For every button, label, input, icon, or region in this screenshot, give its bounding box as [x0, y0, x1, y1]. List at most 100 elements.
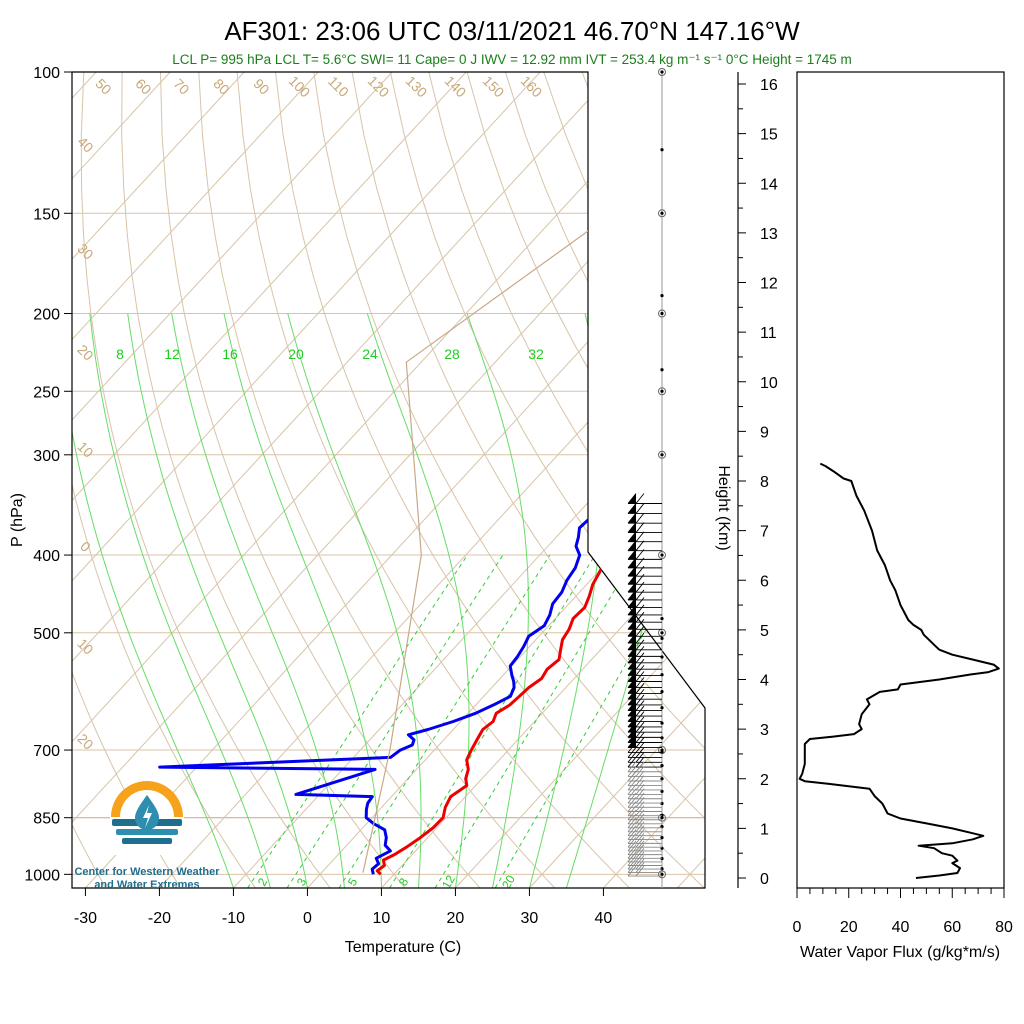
dry-adiabat	[581, 72, 705, 888]
wind-barb-pennant	[628, 589, 636, 600]
dry-adiabat	[466, 72, 705, 888]
wind-barb-feather	[635, 671, 645, 682]
wind-barb-feather	[635, 639, 645, 651]
wind-barb-feather	[635, 611, 645, 623]
wind-barb-feather	[635, 865, 645, 877]
wind-barb-feather	[635, 784, 645, 795]
wind-barb-pennant	[628, 503, 636, 514]
dry-adiabat	[72, 72, 256, 888]
moist-adiabat	[72, 313, 234, 888]
y-tick-label: 850	[33, 811, 60, 828]
wind-barb-feather	[635, 522, 645, 533]
level-dot	[660, 389, 664, 393]
isotherm-label: 30	[586, 260, 608, 282]
wind-barb-feather	[635, 565, 645, 577]
height-tick-label: 13	[760, 226, 778, 243]
wind-barb-feather	[627, 788, 637, 800]
level-dot	[660, 789, 664, 793]
level-dot	[660, 294, 664, 298]
wind-barb-pennant	[628, 671, 636, 682]
wind-barb-feather	[635, 531, 645, 543]
wind-barb-feather	[635, 716, 645, 728]
wind-barb-pennant	[628, 582, 636, 593]
dry-adiabat	[72, 72, 107, 888]
x-tick-label: 10	[373, 910, 391, 927]
wind-barb-feather	[635, 805, 645, 816]
moist-adiabat-label: 32	[528, 346, 544, 362]
y-tick-label: 700	[33, 743, 60, 760]
flux-tick-label: 0	[793, 919, 802, 936]
height-tick-label: 6	[760, 573, 769, 590]
dry-adiabat	[121, 72, 406, 888]
wind-barb-feather	[635, 809, 645, 821]
level-circle	[658, 387, 666, 396]
wind-barb-feather	[635, 625, 645, 637]
dry-adiabat	[735, 72, 1024, 888]
wind-barb-feather	[635, 770, 645, 782]
isotherm-line	[72, 72, 393, 888]
isotherm-line	[751, 72, 1024, 888]
isotherm-line	[85, 72, 705, 888]
x-tick-label: -20	[148, 910, 171, 927]
level-dot	[660, 70, 664, 74]
level-dot	[660, 148, 664, 152]
wind-barb-feather	[627, 770, 637, 782]
wind-barb-feather	[627, 779, 637, 791]
isotherm-label: 0	[77, 538, 94, 555]
flux-profile	[798, 462, 1000, 879]
level-dot	[660, 453, 664, 457]
moist-adiabat-label: 16	[222, 346, 238, 362]
mixing-ratio-line	[434, 554, 637, 888]
isotherm-label: 10	[641, 605, 663, 627]
mixing-ratio-line	[286, 554, 504, 888]
wind-barb-feather	[635, 665, 645, 676]
wind-barb-feather	[635, 751, 645, 763]
level-dot	[660, 636, 664, 640]
wind-barb-feather	[627, 836, 637, 848]
x-tick-label: 30	[521, 910, 539, 927]
level-dot	[660, 750, 664, 754]
wind-barb-feather	[627, 805, 637, 816]
wind-barb-feather	[627, 865, 637, 877]
wind-barb-pennant	[628, 597, 636, 608]
wind-barb-feather	[635, 688, 645, 700]
wind-barb-feather	[635, 855, 645, 866]
dry-adiabat	[428, 72, 705, 888]
isotherm-label: 70	[170, 75, 192, 97]
wind-barb-feather	[627, 840, 637, 852]
moist-adiabat-label: 8	[116, 346, 124, 362]
wind-barb-pennant	[628, 513, 636, 524]
moist-adiabat	[366, 313, 470, 888]
flux-tick-label: 40	[892, 919, 910, 936]
wind-barb-feather	[627, 858, 637, 870]
wind-barb-pennant	[628, 531, 636, 542]
height-tick-label: 3	[760, 722, 769, 739]
wind-barb-feather	[627, 848, 637, 859]
mixing-ratio-label: 5	[345, 875, 361, 888]
wind-barb-feather	[635, 549, 645, 560]
level-dot	[660, 673, 664, 677]
dry-adiabat	[236, 72, 630, 888]
wind-barb-feather	[635, 858, 645, 870]
wind-barbs	[627, 493, 662, 877]
isotherm-line	[529, 72, 705, 888]
flux-frame	[796, 71, 1005, 889]
level-dot	[660, 736, 664, 740]
y-tick-label: 400	[33, 548, 60, 565]
isotherm-line	[455, 72, 705, 888]
wind-barb-feather	[627, 775, 637, 786]
isotherm-label: 10	[74, 438, 96, 460]
parcel-profile	[362, 75, 705, 873]
x-tick-label: 0	[303, 910, 312, 927]
isotherm-label: 50	[92, 75, 114, 97]
wind-barb-feather	[635, 825, 645, 836]
isotherm-label: 110	[325, 73, 352, 100]
y-tick-label: 250	[33, 384, 60, 401]
level-dot	[660, 690, 664, 694]
level-dot	[660, 211, 664, 215]
level-dot	[660, 616, 664, 621]
wind-barb-pennant	[628, 639, 636, 650]
wind-barb-feather	[635, 503, 645, 514]
isotherm-label: 160	[518, 73, 546, 101]
dry-adiabat	[696, 72, 705, 888]
